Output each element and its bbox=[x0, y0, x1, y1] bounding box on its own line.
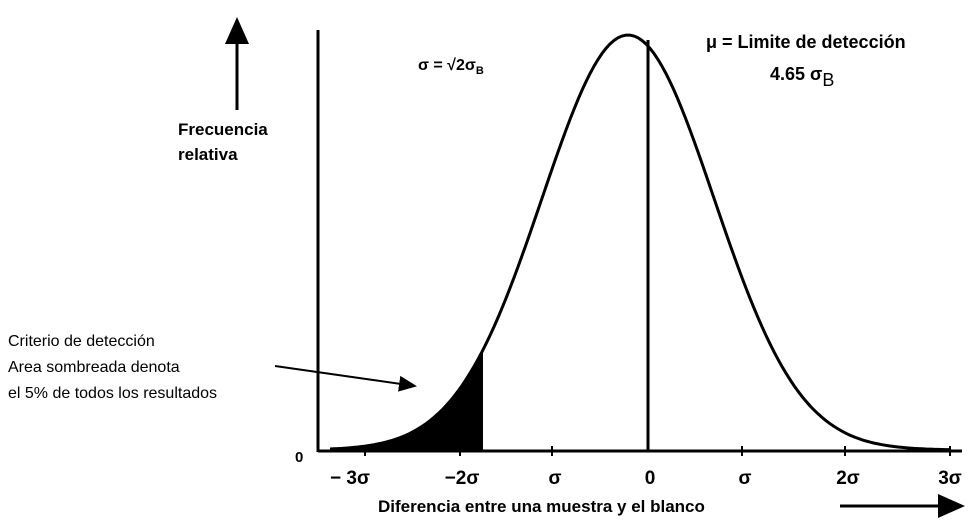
normal-curve bbox=[329, 33, 950, 452]
y-label: relativa bbox=[178, 145, 238, 164]
detection-sub: B bbox=[822, 70, 834, 90]
criterion: el 5% de todos los resultados bbox=[8, 385, 217, 402]
shaded-area bbox=[330, 349, 483, 450]
detection-value: 4.65 σB bbox=[770, 64, 834, 90]
criterion: Area sombreada denota bbox=[8, 359, 180, 376]
x-ticks bbox=[364, 446, 951, 456]
x-title: Diferencia entre una muestra y el blanco bbox=[378, 497, 705, 516]
origin-label: 0 bbox=[295, 449, 303, 466]
formula-sub: B bbox=[476, 65, 484, 77]
y-label: Frecuencia bbox=[178, 120, 268, 139]
pointer-arrow bbox=[274, 365, 417, 392]
formula: σ = √2σB bbox=[418, 57, 484, 77]
x-label: 2σ bbox=[836, 468, 860, 489]
x-label: 3σ bbox=[938, 468, 962, 489]
x-label: σ bbox=[739, 468, 752, 489]
x-label: 0 bbox=[645, 468, 656, 489]
detection-limit: μ = Limite de detección bbox=[706, 32, 906, 52]
detection-main: 4.65 σ bbox=[770, 64, 822, 84]
x-label: − 3σ bbox=[330, 468, 370, 489]
x-label: σ bbox=[549, 468, 562, 489]
formula-main: σ = √2σ bbox=[418, 57, 476, 74]
x-label: −2σ bbox=[445, 468, 480, 489]
criterion: Criterio de detección bbox=[8, 333, 155, 350]
